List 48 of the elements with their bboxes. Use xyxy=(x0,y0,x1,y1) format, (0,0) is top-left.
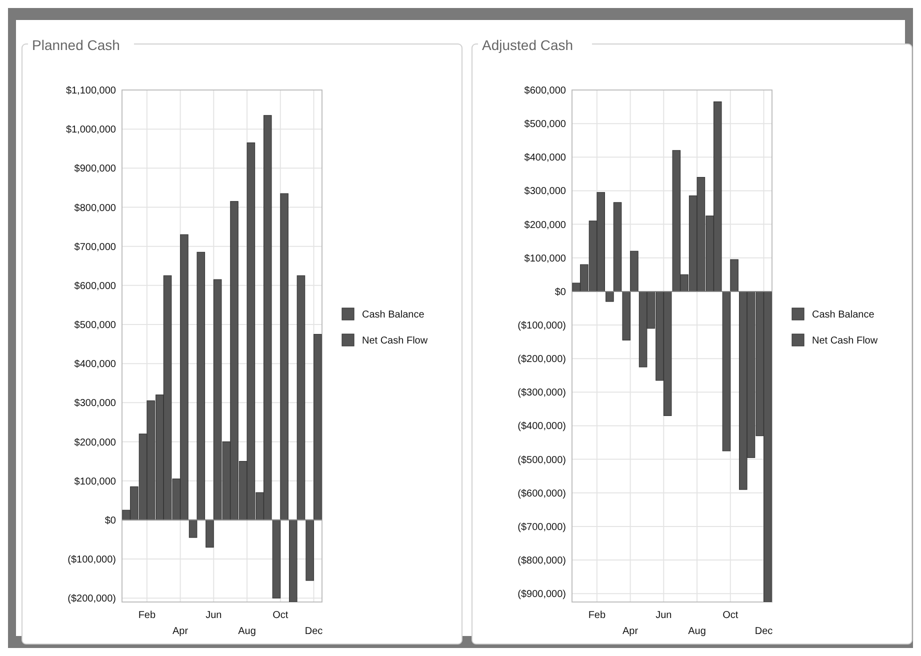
x-tick-label: Jun xyxy=(206,610,222,621)
y-tick-label: $0 xyxy=(554,286,566,298)
y-tick-label: ($500,000) xyxy=(518,454,566,466)
x-tick-label: Feb xyxy=(588,610,606,621)
x-tick-label: Apr xyxy=(622,626,639,637)
x-tick-label: Dec xyxy=(304,626,323,637)
x-tick-label: Dec xyxy=(754,626,773,637)
y-tick-label: ($900,000) xyxy=(518,589,566,600)
y-tick-label: $600,000 xyxy=(74,280,116,292)
y-tick-label: $900,000 xyxy=(74,164,116,175)
y-tick-label: $700,000 xyxy=(74,242,116,253)
legend-label: Net Cash Flow xyxy=(362,336,428,346)
y-tick-label: ($200,000) xyxy=(68,594,116,605)
y-tick-label: $1,100,000 xyxy=(66,86,116,96)
y-tick-label: $500,000 xyxy=(524,119,566,130)
y-tick-label: $0 xyxy=(104,515,116,526)
chart-title: Planned Cash xyxy=(32,37,120,53)
y-tick-label: $300,000 xyxy=(74,398,116,410)
x-tick-label: Feb xyxy=(138,610,156,621)
y-tick-label: $400,000 xyxy=(524,152,566,164)
y-tick-label: $100,000 xyxy=(74,476,116,488)
y-tick-label: $300,000 xyxy=(524,186,566,198)
x-tick-label: Jun xyxy=(656,610,672,621)
x-tick-label: Oct xyxy=(272,610,288,621)
y-tick-label: $500,000 xyxy=(74,320,116,332)
y-tick-label: $200,000 xyxy=(74,437,116,448)
y-tick-label: ($300,000) xyxy=(518,388,566,399)
y-tick-label: $400,000 xyxy=(74,359,116,370)
y-tick-label: ($100,000) xyxy=(68,554,116,566)
y-tick-label: $200,000 xyxy=(524,220,566,231)
legend-label: Cash Balance xyxy=(362,310,425,320)
x-tick-label: Aug xyxy=(238,626,256,637)
x-tick-label: Apr xyxy=(172,626,189,637)
x-tick-label: Oct xyxy=(722,610,738,621)
y-tick-label: $800,000 xyxy=(74,202,116,214)
y-tick-label: $100,000 xyxy=(524,253,566,264)
y-tick-label: ($400,000) xyxy=(518,421,566,432)
x-tick-label: Aug xyxy=(688,626,706,637)
y-tick-label: ($200,000) xyxy=(518,354,566,366)
y-tick-label: ($800,000) xyxy=(518,556,566,567)
y-tick-label: $1,000,000 xyxy=(66,124,116,136)
y-tick-label: ($700,000) xyxy=(518,522,566,533)
legend-label: Cash Balance xyxy=(812,310,875,320)
y-tick-label: $600,000 xyxy=(524,86,566,96)
legend-label: Net Cash Flow xyxy=(812,336,878,346)
y-tick-label: ($600,000) xyxy=(518,488,566,500)
chart-title: Adjusted Cash xyxy=(482,37,574,53)
y-tick-label: ($100,000) xyxy=(518,320,566,332)
